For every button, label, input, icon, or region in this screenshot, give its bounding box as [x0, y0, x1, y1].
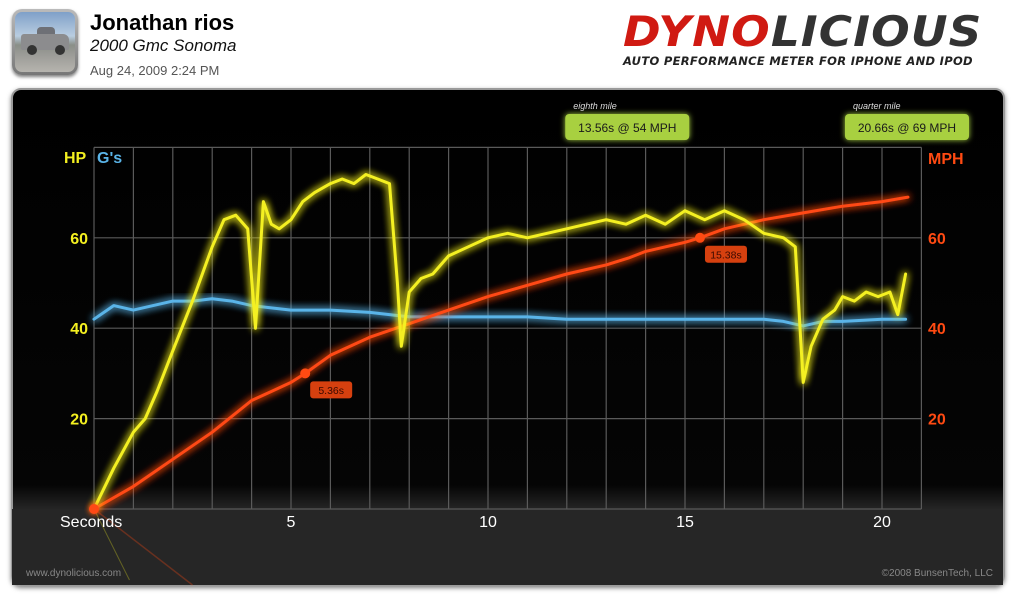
chart-series: 5.36s 15.38s — [89, 173, 910, 586]
hp-reflection — [93, 508, 130, 581]
x-tick: 5 — [287, 514, 296, 531]
series-hp — [92, 173, 908, 511]
y-tick-right: 40 — [928, 321, 946, 338]
annotation-box — [704, 245, 747, 263]
marker-label: quarter mile — [853, 101, 901, 111]
x-axis-band — [12, 509, 1003, 585]
x-axis-label: Seconds — [60, 514, 122, 531]
x-tick: 10 — [479, 514, 497, 531]
driver-name: Jonathan rios — [90, 10, 235, 35]
y-tick-left: 20 — [70, 412, 88, 429]
run-timestamp: Aug 24, 2009 2:24 PM — [90, 63, 220, 78]
annotation-dot — [694, 232, 705, 243]
y-tick-left: 60 — [70, 231, 88, 248]
marker-box — [565, 114, 690, 140]
annotation-dot — [300, 368, 311, 379]
annotation-text: 5.36s — [318, 385, 344, 397]
website-link[interactable]: www.dynolicious.com — [26, 568, 122, 579]
marker-value: 13.56s @ 54 MPH — [578, 121, 676, 135]
copyright: ©2008 BunsenTech, LLC — [881, 568, 993, 579]
x-tick: 15 — [676, 514, 694, 531]
logo-text-red: DYNO — [623, 7, 771, 56]
series-gs — [92, 297, 908, 328]
dynolicious-logo: DYNOLICIOUS AUTO PERFORMANCE METER FOR I… — [623, 11, 998, 69]
y-tick-left: 40 — [70, 321, 88, 338]
logo-text-dark: LICIOUS — [770, 7, 983, 56]
logo-tagline: AUTO PERFORMANCE METER FOR IPHONE AND IP… — [623, 54, 973, 68]
marker-box — [845, 114, 970, 140]
y-axis-label-gs: G's — [97, 150, 122, 167]
vehicle-name: 2000 Gmc Sonoma — [90, 36, 237, 55]
distance-markers: 13.56s @ 54 MPH eighth mile 20.66s @ 69 MP… — [565, 101, 970, 509]
y-tick-right: 20 — [928, 412, 946, 429]
y-axis-label-hp: HP — [64, 150, 87, 167]
chart-grid — [12, 146, 1003, 585]
annotation-text: 15.38s — [710, 249, 742, 261]
marker-label: eighth mile — [573, 101, 617, 111]
annotation-box — [310, 381, 353, 399]
y-axis-label-mph: MPH — [928, 151, 964, 168]
vehicle-photo — [15, 12, 75, 72]
mph-reflection — [93, 508, 193, 586]
marker-value: 20.66s @ 69 MPH — [858, 121, 956, 135]
vehicle-avatar — [12, 9, 78, 75]
y-tick-right: 60 — [928, 231, 946, 248]
origin-dot — [89, 504, 99, 514]
axis-labels: HP G's MPH 20 40 60 20 40 60 Seconds 5 10 15 20 — [60, 150, 964, 531]
x-tick: 20 — [873, 514, 891, 531]
series-mph — [92, 195, 910, 511]
